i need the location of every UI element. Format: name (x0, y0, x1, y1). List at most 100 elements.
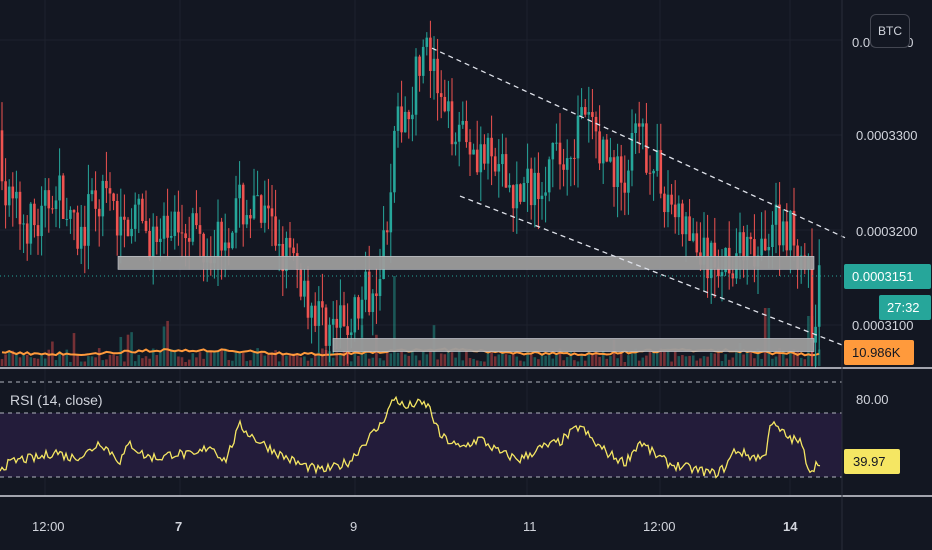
candlestick (515, 161, 519, 234)
candlestick (321, 273, 324, 326)
candle-body (753, 239, 756, 267)
candle-body (587, 112, 591, 115)
volume-bar (47, 349, 51, 366)
volume-bar (281, 353, 285, 366)
candlestick (569, 156, 573, 187)
candlestick (666, 170, 670, 228)
volume-bar (76, 354, 79, 366)
volume-bar (468, 358, 472, 366)
candlestick (256, 170, 259, 197)
volume-bar (756, 348, 760, 366)
candle-body (90, 190, 94, 195)
candlestick (421, 39, 425, 84)
candlestick (144, 190, 148, 234)
volume-bar (349, 361, 353, 366)
candle-body (547, 159, 551, 193)
volume-bar (101, 360, 105, 366)
candlestick (385, 221, 389, 245)
candle-body (166, 215, 169, 238)
candlestick (450, 78, 454, 156)
candlestick (169, 211, 173, 241)
volume-bar (778, 348, 781, 366)
candle-body (468, 142, 472, 155)
volume-bar (637, 360, 641, 366)
volume-bar (515, 356, 519, 366)
volume-bar (709, 352, 713, 366)
volume-bar (159, 351, 162, 366)
volume-bar (295, 353, 299, 366)
candlestick (465, 100, 468, 148)
volume-bar (504, 354, 508, 366)
volume-bar (33, 358, 36, 366)
rsi-indicator-title[interactable]: RSI (14, close) (10, 392, 103, 408)
candle-body (83, 226, 87, 246)
volume-bar (519, 360, 522, 366)
candlestick (659, 123, 663, 199)
candle-body (623, 182, 627, 193)
volume-bar (493, 356, 497, 366)
candlestick (501, 133, 504, 187)
candle-body (310, 305, 313, 318)
support-zones[interactable] (117, 255, 815, 352)
candle-body (141, 198, 144, 221)
volume-bar (738, 342, 742, 366)
volume-bar (7, 352, 11, 366)
candle-body (781, 221, 785, 246)
candle-body (497, 164, 501, 172)
candlestick (670, 184, 673, 215)
volume-bar (274, 350, 277, 366)
candle-body (738, 232, 742, 254)
candle-body (227, 242, 231, 249)
candlestick (101, 174, 105, 237)
candlestick (533, 157, 537, 228)
candlestick (587, 86, 591, 143)
candlestick (274, 189, 277, 251)
volume-bar (25, 354, 29, 366)
candlestick (79, 205, 83, 265)
candle-body (609, 157, 612, 162)
volume-bar (673, 349, 677, 366)
candle-body (389, 192, 393, 233)
candle-body (760, 238, 763, 256)
volume-bar (641, 357, 645, 366)
candlestick (76, 205, 79, 256)
candlestick (785, 203, 789, 258)
volume-bar (425, 354, 429, 366)
candlestick (817, 239, 821, 355)
last-price-value: 0.0003151 (852, 269, 913, 284)
candle-body (558, 142, 562, 165)
symbol-label: BTC (878, 24, 902, 38)
volume-bar (252, 351, 256, 366)
volume-bar (580, 354, 583, 366)
candle-body (238, 184, 241, 199)
volume-bar (497, 354, 501, 366)
price-tick-label: 0.0003100 (852, 318, 913, 333)
volume-bar (465, 348, 468, 366)
candlestick (126, 217, 130, 237)
candle-body (576, 115, 580, 159)
volume-bar (144, 356, 148, 366)
candle-body (648, 172, 652, 174)
volume-bar (234, 352, 238, 366)
candle-body (612, 157, 616, 188)
candle-body (155, 226, 159, 242)
candlestick (360, 286, 364, 338)
candlestick (180, 204, 184, 259)
symbol-badge[interactable]: BTC (870, 14, 910, 48)
price-tick-label: 0.0003200 (856, 224, 917, 239)
volume-bar (699, 358, 702, 366)
volume-bar (771, 358, 774, 366)
descending-channel[interactable] (431, 47, 846, 347)
candlestick (94, 171, 97, 232)
volume-bar (306, 360, 310, 366)
candlestick (22, 214, 25, 253)
volume-bar (591, 354, 594, 366)
time-tick-label: 12:00 (643, 519, 676, 534)
candle-body (425, 37, 429, 47)
volume-bar (439, 353, 443, 366)
volume-bar (11, 350, 15, 366)
candlestick (357, 294, 360, 330)
volume-bar (216, 349, 220, 366)
candle-body (382, 230, 385, 280)
